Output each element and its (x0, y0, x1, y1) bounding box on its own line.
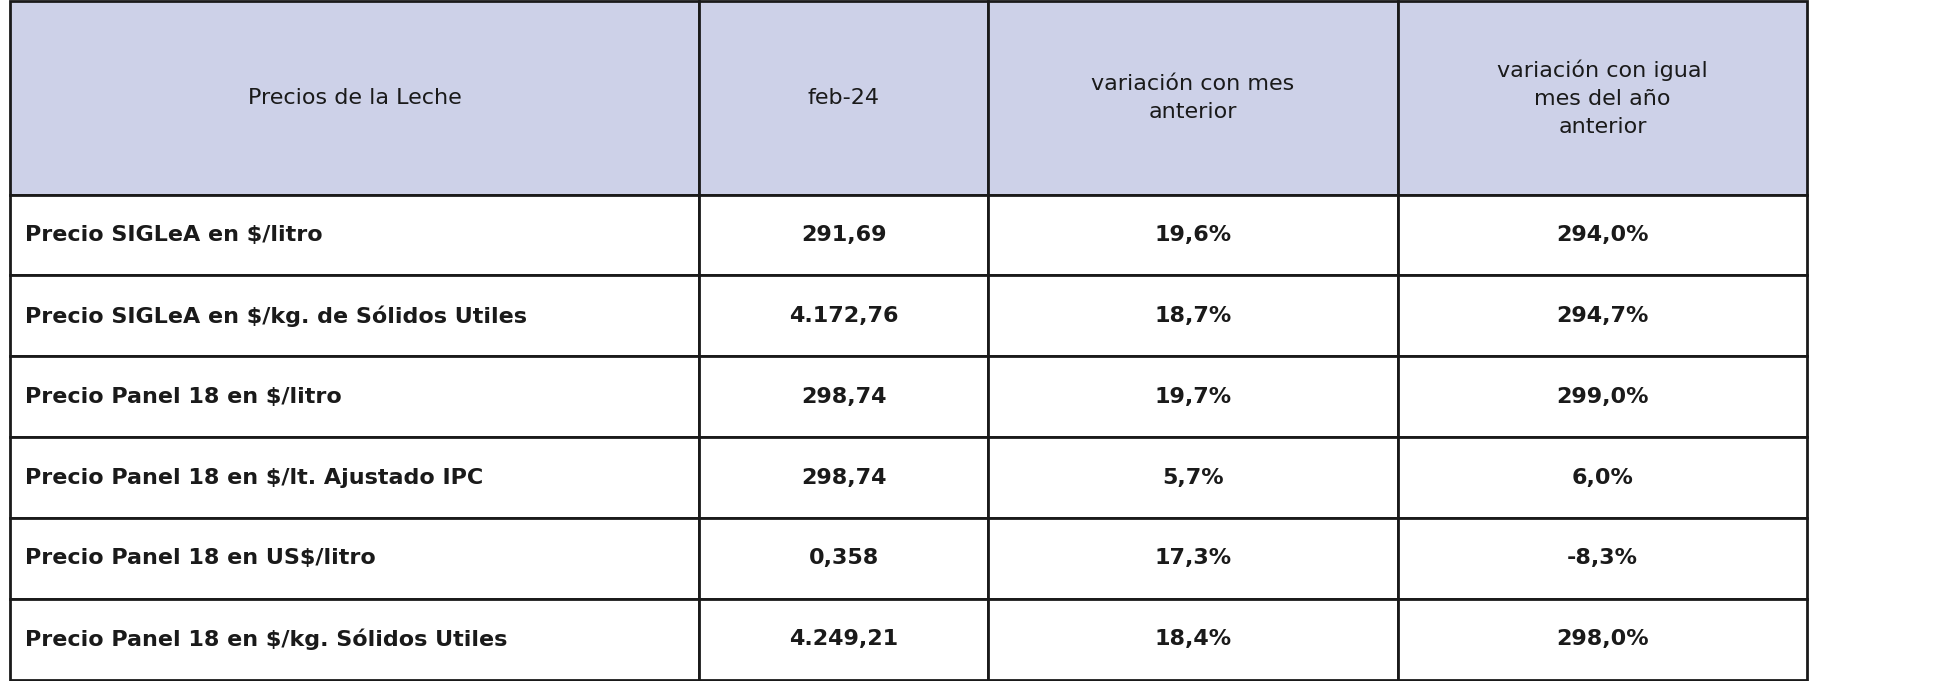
Bar (988, 1, 1397, 195)
Text: Precio SIGLeA en $/kg. de Sólidos Utiles: Precio SIGLeA en $/kg. de Sólidos Utiles (25, 305, 527, 327)
Text: 294,7%: 294,7% (1556, 306, 1649, 326)
Bar (1397, 195, 1808, 276)
Text: Precio Panel 18 en US$/litro: Precio Panel 18 en US$/litro (25, 548, 376, 569)
Bar (10, 195, 700, 276)
Bar (700, 356, 988, 437)
Text: Precio Panel 18 en $/lt. Ajustado IPC: Precio Panel 18 en $/lt. Ajustado IPC (25, 468, 483, 488)
Text: 298,74: 298,74 (800, 387, 886, 407)
Text: 18,7%: 18,7% (1155, 306, 1233, 326)
Text: 0,358: 0,358 (808, 548, 880, 569)
Bar (700, 437, 988, 518)
Bar (1397, 1, 1808, 195)
Text: feb-24: feb-24 (808, 88, 880, 108)
Bar (700, 276, 988, 356)
Bar (988, 356, 1397, 437)
Bar (1397, 276, 1808, 356)
Bar (10, 276, 700, 356)
Text: 4.249,21: 4.249,21 (789, 629, 899, 649)
Text: 299,0%: 299,0% (1556, 387, 1649, 407)
Text: Precio SIGLeA en $/litro: Precio SIGLeA en $/litro (25, 225, 324, 245)
Bar (1397, 356, 1808, 437)
Bar (1397, 437, 1808, 518)
Bar (10, 356, 700, 437)
Text: Precio Panel 18 en $/kg. Sólidos Utiles: Precio Panel 18 en $/kg. Sólidos Utiles (25, 629, 508, 650)
Bar (10, 599, 700, 680)
Text: 294,0%: 294,0% (1556, 225, 1649, 245)
Text: 17,3%: 17,3% (1155, 548, 1231, 569)
Bar (700, 599, 988, 680)
Bar (988, 437, 1397, 518)
Text: variación con igual
mes del año
anterior: variación con igual mes del año anterior (1498, 59, 1707, 137)
Text: 19,6%: 19,6% (1155, 225, 1231, 245)
Text: 298,0%: 298,0% (1556, 629, 1649, 649)
Text: 291,69: 291,69 (800, 225, 886, 245)
Bar (700, 518, 988, 599)
Bar (988, 276, 1397, 356)
Text: 19,7%: 19,7% (1155, 387, 1231, 407)
Text: Precios de la Leche: Precios de la Leche (248, 88, 461, 108)
Bar (988, 518, 1397, 599)
Bar (700, 1, 988, 195)
Bar (988, 195, 1397, 276)
Text: 4.172,76: 4.172,76 (789, 306, 899, 326)
Text: 298,74: 298,74 (800, 468, 886, 488)
Bar (988, 599, 1397, 680)
Text: -8,3%: -8,3% (1568, 548, 1638, 569)
Bar (1397, 599, 1808, 680)
Text: 6,0%: 6,0% (1572, 468, 1634, 488)
Text: variación con mes
anterior: variación con mes anterior (1091, 74, 1295, 122)
Text: Precio Panel 18 en $/litro: Precio Panel 18 en $/litro (25, 387, 341, 407)
Text: 18,4%: 18,4% (1155, 629, 1231, 649)
Text: 5,7%: 5,7% (1163, 468, 1223, 488)
Bar (10, 437, 700, 518)
Bar (700, 195, 988, 276)
Bar (1397, 518, 1808, 599)
Bar (10, 1, 700, 195)
Bar (10, 518, 700, 599)
